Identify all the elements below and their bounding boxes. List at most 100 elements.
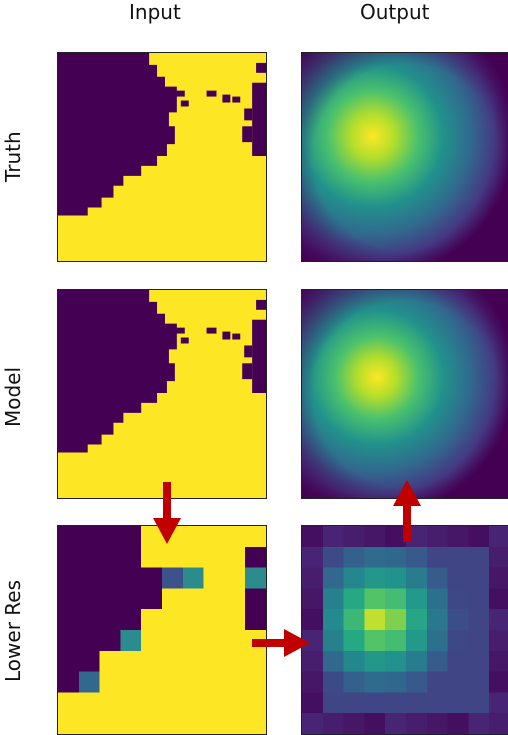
heatmap-cell — [406, 650, 428, 673]
heatmap-cell — [406, 526, 428, 548]
heatmap-cell — [468, 713, 490, 734]
heatmap-cell — [447, 588, 469, 610]
heatmap-cell — [385, 671, 407, 693]
heatmap-cell — [468, 630, 490, 652]
heatmap-cell — [426, 567, 449, 589]
heatmap-cell — [426, 609, 449, 631]
heatmap-cell — [468, 650, 490, 673]
heatmap-cell — [489, 609, 508, 631]
truth-output-panel — [301, 52, 508, 262]
heatmap-cell — [406, 692, 428, 714]
lower-res-output-panel — [301, 525, 508, 735]
heatmap-cell — [322, 546, 345, 569]
heatmap-cell — [364, 713, 386, 734]
heatmap-cell — [385, 546, 407, 569]
up-arrow — [393, 480, 421, 542]
column-title-output: Output — [360, 0, 430, 24]
heatmap-cell — [489, 546, 508, 569]
heatmap-cell — [364, 630, 386, 652]
heatmap-cell — [343, 588, 365, 610]
heatmap-cell — [343, 692, 365, 714]
heatmap-cell — [489, 567, 508, 589]
heatmap-cell — [406, 671, 428, 693]
heatmap-cell — [489, 526, 508, 548]
heatmap-cell — [302, 567, 324, 589]
heatmap-cell — [426, 588, 449, 610]
heatmap-cell — [343, 567, 365, 589]
heatmap-cell — [322, 526, 345, 548]
heatmap-cell — [489, 692, 508, 714]
heatmap-cell — [426, 526, 449, 548]
heatmap-cell — [302, 671, 324, 693]
heatmap-cell — [385, 567, 407, 589]
heatmap-cell — [426, 630, 449, 652]
heatmap-cell — [343, 713, 365, 734]
heatmap-cell — [364, 567, 386, 589]
heatmap-cell — [406, 630, 428, 652]
heatmap-cell — [302, 588, 324, 610]
heatmap-cell — [426, 650, 449, 673]
heatmap-cell — [426, 671, 449, 693]
heatmap-cell — [322, 609, 345, 631]
model-output-panel — [301, 289, 508, 499]
heatmap-cell — [322, 713, 345, 734]
lower-res-input-panel — [57, 525, 267, 735]
heatmap-cell — [364, 546, 386, 569]
heatmap-cell — [364, 650, 386, 673]
heatmap-cell — [468, 692, 490, 714]
down-arrow — [153, 482, 181, 544]
heatmap-cell — [385, 692, 407, 714]
truth-input-panel — [57, 52, 267, 262]
heatmap-cell — [489, 630, 508, 652]
heatmap-cell — [426, 713, 449, 734]
heatmap-cell — [447, 713, 469, 734]
heatmap-cell — [406, 546, 428, 569]
heatmap-cell — [364, 671, 386, 693]
heatmap-cell — [385, 713, 407, 734]
heatmap-cell — [406, 609, 428, 631]
heatmap-cell — [302, 546, 324, 569]
heatmap-cell — [447, 671, 469, 693]
row-label-model: Model — [1, 366, 25, 427]
heatmap-cell — [447, 609, 469, 631]
heatmap-cell — [302, 713, 324, 734]
heatmap-cell — [468, 526, 490, 548]
heatmap-cell — [385, 650, 407, 673]
heatmap-cell — [406, 588, 428, 610]
model-input-panel — [57, 289, 267, 499]
heatmap-cell — [364, 692, 386, 714]
heatmap-cell — [406, 567, 428, 589]
heatmap-cell — [447, 630, 469, 652]
heatmap-cell — [302, 692, 324, 714]
heatmap-cell — [447, 526, 469, 548]
heatmap-cell — [426, 546, 449, 569]
heatmap-cell — [322, 630, 345, 652]
heatmap-cell — [322, 567, 345, 589]
heatmap-cell — [343, 609, 365, 631]
heatmap-cell — [302, 609, 324, 631]
heatmap-cell — [385, 609, 407, 631]
heatmap-cell — [468, 588, 490, 610]
heatmap-cell — [489, 713, 508, 734]
heatmap-cell — [489, 650, 508, 673]
row-label-truth: Truth — [1, 131, 25, 182]
heatmap-cell — [364, 526, 386, 548]
heatmap-cell — [447, 692, 469, 714]
heatmap-cell — [343, 650, 365, 673]
heatmap-cell — [468, 609, 490, 631]
row-label-lower-res: Lower Res — [1, 580, 25, 682]
heatmap-cell — [302, 526, 324, 548]
heatmap-cell — [426, 692, 449, 714]
heatmap-cell — [302, 630, 324, 652]
heatmap-cell — [364, 609, 386, 631]
heatmap-cell — [468, 671, 490, 693]
right-arrow — [252, 629, 310, 657]
heatmap-cell — [343, 546, 365, 569]
heatmap-cell — [322, 671, 345, 693]
heatmap-cell — [447, 567, 469, 589]
heatmap-cell — [385, 588, 407, 610]
heatmap-cell — [343, 671, 365, 693]
column-title-input: Input — [129, 0, 181, 24]
heatmap-cell — [364, 588, 386, 610]
